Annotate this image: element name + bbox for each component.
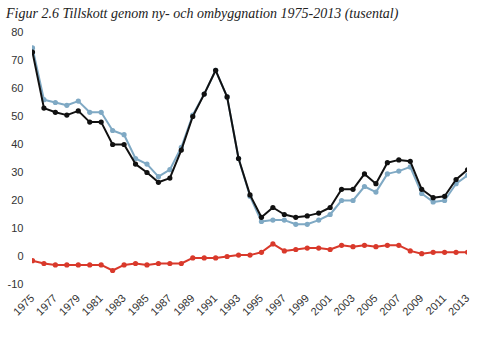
svg-text:1979: 1979	[56, 292, 82, 318]
svg-text:80: 80	[11, 26, 23, 38]
svg-text:1985: 1985	[125, 292, 151, 318]
svg-text:1975: 1975	[11, 292, 37, 318]
svg-text:20: 20	[11, 194, 23, 206]
html-text:Figur 2.6 Tillskott genom ny-: Figur 2.6 Tillskott genom ny- och ombygg…	[6, 6, 399, 21]
svg-text:1983: 1983	[102, 292, 128, 318]
svg-text:1989: 1989	[171, 292, 197, 318]
svg-text:1977: 1977	[33, 292, 59, 318]
svg-text:1993: 1993	[217, 292, 243, 318]
svg-text:1981: 1981	[79, 292, 105, 318]
svg-text:2001: 2001	[308, 292, 334, 318]
svg-text:-10: -10	[8, 278, 24, 290]
svg-text:1987: 1987	[148, 292, 174, 318]
svg-text:50: 50	[11, 110, 23, 122]
svg-text:2009: 2009	[400, 292, 426, 318]
svg-text:2013: 2013	[446, 292, 472, 318]
svg-text:0: 0	[17, 250, 23, 262]
svg-text:1997: 1997	[262, 292, 288, 318]
svg-text:2005: 2005	[354, 292, 380, 318]
svg-text:60: 60	[11, 82, 23, 94]
svg-text:1991: 1991	[194, 292, 220, 318]
svg-text:2011: 2011	[423, 292, 448, 317]
svg-text:30: 30	[11, 166, 23, 178]
svg-text:10: 10	[11, 222, 23, 234]
svg-text:1995: 1995	[240, 292, 266, 318]
svg-text:70: 70	[11, 54, 23, 66]
svg-text:2003: 2003	[331, 292, 357, 318]
svg-text:40: 40	[11, 138, 23, 150]
svg-text:2007: 2007	[377, 292, 403, 318]
svg-text:1999: 1999	[285, 292, 311, 318]
